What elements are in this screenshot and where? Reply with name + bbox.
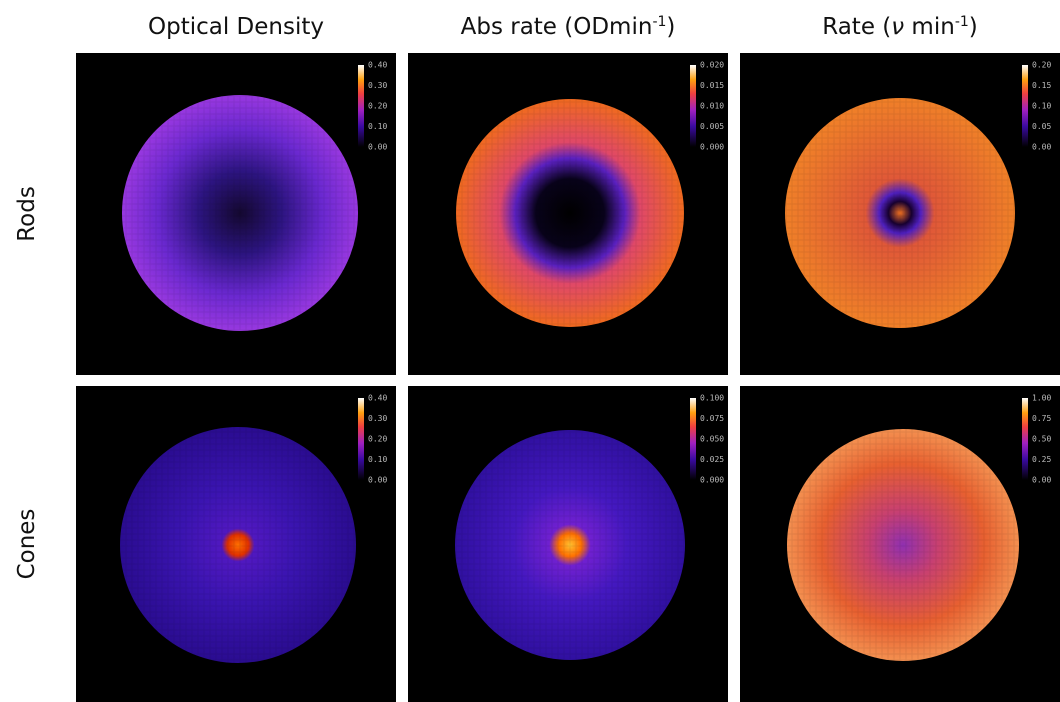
title-segment: -1 <box>955 14 969 30</box>
colorbar-tick-label: 0.50 <box>1032 435 1051 444</box>
colorbar-tick-label: 0.020 <box>700 61 724 70</box>
row-label: Rods <box>14 186 40 242</box>
pixel-grid <box>456 99 684 327</box>
colorbar-tick-label: 0.20 <box>1032 61 1051 70</box>
colorbar-tick-label: 0.25 <box>1032 455 1051 464</box>
column-title: Rate (ν min-1) <box>822 14 978 40</box>
colorbar-tick-label: 0.10 <box>1032 102 1051 111</box>
title-segment: -1 <box>652 14 666 30</box>
colorbar <box>1022 65 1028 147</box>
colorbar-tick-label: 0.10 <box>368 122 387 131</box>
colorbar <box>358 398 364 480</box>
colorbar-tick-label: 0.05 <box>1032 122 1051 131</box>
colorbar-tick-label: 0.40 <box>368 61 387 70</box>
colorbar-tick-label: 0.00 <box>368 476 387 485</box>
colorbar-tick-label: 0.10 <box>368 455 387 464</box>
colorbar-tick-label: 0.20 <box>368 435 387 444</box>
colorbar <box>1022 398 1028 480</box>
title-segment: ν <box>891 14 904 40</box>
colorbar-tick-label: 0.30 <box>368 81 387 90</box>
colorbar-tick-label: 0.40 <box>368 394 387 403</box>
colorbar-tick-label: 0.30 <box>368 414 387 423</box>
colorbar-tick-label: 0.00 <box>1032 476 1051 485</box>
pixel-grid <box>455 430 685 660</box>
colorbar-tick-label: 0.75 <box>1032 414 1051 423</box>
title-segment: Rate ( <box>822 14 891 40</box>
colorbar-tick-label: 0.050 <box>700 435 724 444</box>
colorbar-tick-label: 0.005 <box>700 122 724 131</box>
title-segment: Abs rate (ODmin <box>461 14 653 40</box>
colorbar <box>690 398 696 480</box>
colorbar-tick-label: 0.15 <box>1032 81 1051 90</box>
colorbar-tick-label: 0.20 <box>368 102 387 111</box>
colorbar-tick-label: 0.100 <box>700 394 724 403</box>
colorbar-tick-label: 0.025 <box>700 455 724 464</box>
colorbar <box>690 65 696 147</box>
title-segment: Optical Density <box>148 14 324 40</box>
title-segment: ) <box>666 14 675 40</box>
colorbar-tick-label: 0.010 <box>700 102 724 111</box>
colorbar <box>358 65 364 147</box>
colorbar-tick-label: 0.00 <box>1032 143 1051 152</box>
title-segment: ) <box>969 14 978 40</box>
pixel-grid <box>122 95 358 331</box>
pixel-grid <box>120 427 356 663</box>
colorbar-tick-label: 0.000 <box>700 476 724 485</box>
pixel-grid <box>785 98 1015 328</box>
colorbar-tick-label: 0.000 <box>700 143 724 152</box>
colorbar-tick-label: 0.00 <box>368 143 387 152</box>
column-title: Abs rate (ODmin-1) <box>461 14 676 40</box>
title-segment: min <box>904 14 955 40</box>
colorbar-tick-label: 0.015 <box>700 81 724 90</box>
row-label: Cones <box>14 509 40 580</box>
colorbar-tick-label: 0.075 <box>700 414 724 423</box>
colorbar-tick-label: 1.00 <box>1032 394 1051 403</box>
column-title: Optical Density <box>148 14 324 40</box>
pixel-grid <box>787 429 1019 661</box>
